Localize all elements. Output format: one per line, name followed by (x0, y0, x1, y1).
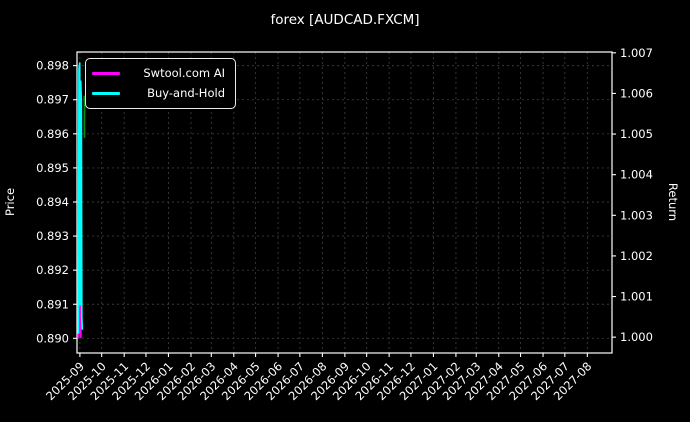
left-axis-title: Price (3, 188, 17, 216)
legend-label-buyhold: Buy-and-Hold (147, 86, 225, 100)
right-axis-title: Return (666, 183, 680, 221)
y-tick-label: 1.004 (620, 168, 653, 182)
y-tick-label: 0.896 (36, 127, 69, 141)
y-tick-label: 0.892 (36, 263, 69, 277)
y-tick-label: 1.006 (620, 86, 653, 100)
y-tick-label: 0.891 (36, 297, 69, 311)
legend-label-ai: Swtool.com AI (143, 66, 225, 80)
y-tick-label: 1.003 (620, 208, 653, 222)
right-axis: 1.000 1.001 1.002 1.003 1.004 1.005 1.006 1.007 (612, 46, 653, 344)
gridlines (77, 52, 612, 353)
y-tick-label: 0.898 (36, 59, 69, 73)
y-tick-label: 1.007 (620, 46, 653, 60)
y-tick-label: 1.001 (620, 290, 653, 304)
series-lines (77, 62, 86, 339)
y-tick-label: 1.000 (620, 330, 653, 344)
x-axis: 2025-092025-102025-112025-122026-012026-… (43, 353, 594, 403)
ai-line-swatch (92, 71, 120, 75)
y-tick-label: 0.895 (36, 161, 69, 175)
y-tick-label: 1.005 (620, 127, 653, 141)
legend: Swtool.com AI Buy-and-Hold (85, 58, 236, 109)
chart-title: forex [AUDCAD.FXCM] (270, 12, 420, 28)
series-buy-and-hold (77, 62, 84, 334)
y-tick-label: 0.893 (36, 229, 69, 243)
buyhold-line-swatch (92, 91, 120, 95)
y-tick-label: 0.894 (36, 195, 69, 209)
left-axis: 0.890 0.891 0.892 0.893 0.894 0.895 0.896 0.897… (36, 59, 77, 345)
y-tick-label: 1.002 (620, 249, 653, 263)
legend-item-buyhold: Buy-and-Hold (92, 83, 225, 103)
y-tick-label: 0.890 (36, 331, 69, 345)
legend-item-ai: Swtool.com AI (92, 63, 225, 83)
y-tick-label: 0.897 (36, 93, 69, 107)
